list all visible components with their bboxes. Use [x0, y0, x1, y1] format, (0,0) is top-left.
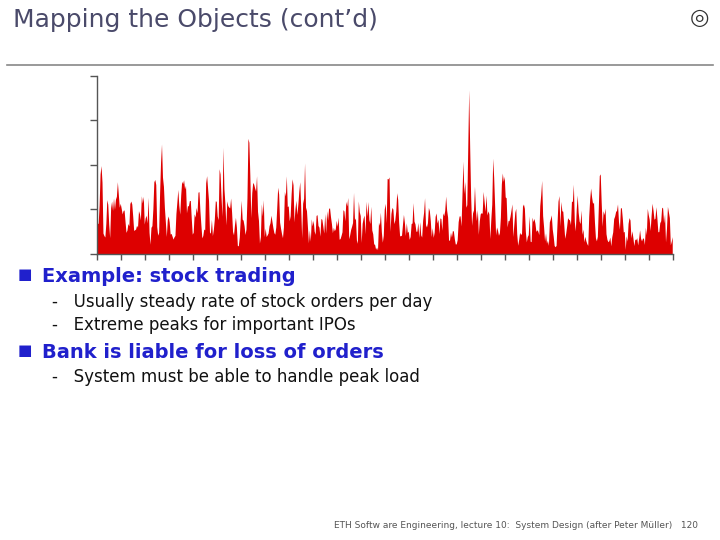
Text: -   Extreme peaks for important IPOs: - Extreme peaks for important IPOs — [52, 316, 356, 334]
Text: ◎: ◎ — [690, 8, 709, 28]
Text: Example: stock trading: Example: stock trading — [42, 267, 295, 286]
Text: ■: ■ — [18, 267, 32, 282]
Text: ETH Softw are Engineering, lecture 10:  System Design (after Peter Müller)   120: ETH Softw are Engineering, lecture 10: S… — [334, 521, 698, 530]
Text: ■: ■ — [18, 343, 32, 358]
Text: Mapping the Objects (cont’d): Mapping the Objects (cont’d) — [13, 8, 378, 32]
Text: Bank is liable for loss of orders: Bank is liable for loss of orders — [42, 343, 384, 362]
Text: -   Usually steady rate of stock orders per day: - Usually steady rate of stock orders pe… — [52, 293, 432, 310]
Text: -   System must be able to handle peak load: - System must be able to handle peak loa… — [52, 368, 420, 386]
